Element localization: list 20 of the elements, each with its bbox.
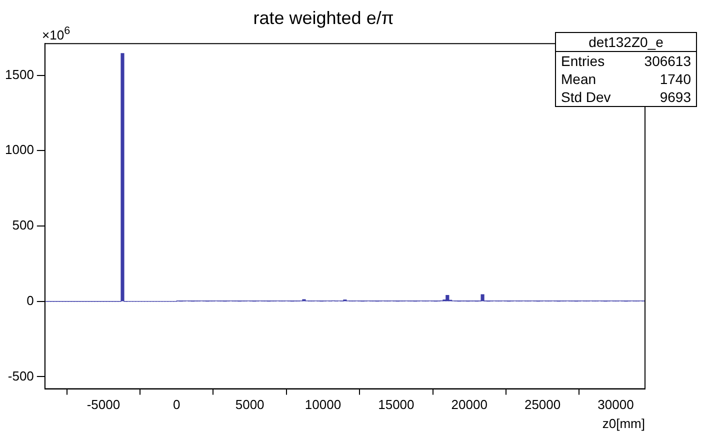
y-axis-title: ×10$^{6}$ xyxy=(42,24,70,42)
x-tick-label: 0 xyxy=(173,397,180,412)
y-tick-label: 500 xyxy=(12,218,34,233)
x-tick-label: 15000 xyxy=(378,397,414,412)
y-tick-label: 1000 xyxy=(5,142,34,158)
x-tick-label: 25000 xyxy=(524,397,561,412)
x-tick-label: 30000 xyxy=(598,397,634,412)
y-tick-label: -500 xyxy=(8,368,34,384)
y-tick-label: 0 xyxy=(26,292,34,308)
text: Entries 306613 xyxy=(561,53,691,69)
x-tick-label: 20000 xyxy=(451,397,488,412)
chart-title: rate weighted e/π xyxy=(253,8,394,28)
annotation: det132Z0_e xyxy=(556,33,696,52)
text: Mean 1740 xyxy=(561,71,691,87)
x-axis-title: z0[mm] xyxy=(602,416,645,431)
x-tick-label: 5000 xyxy=(235,397,264,412)
x-tick-label: -5000 xyxy=(86,397,120,412)
y-tick-label: 1500 xyxy=(5,66,34,82)
x-tick-label: 10000 xyxy=(304,397,342,412)
text: Std Dev 9693 xyxy=(561,89,691,105)
